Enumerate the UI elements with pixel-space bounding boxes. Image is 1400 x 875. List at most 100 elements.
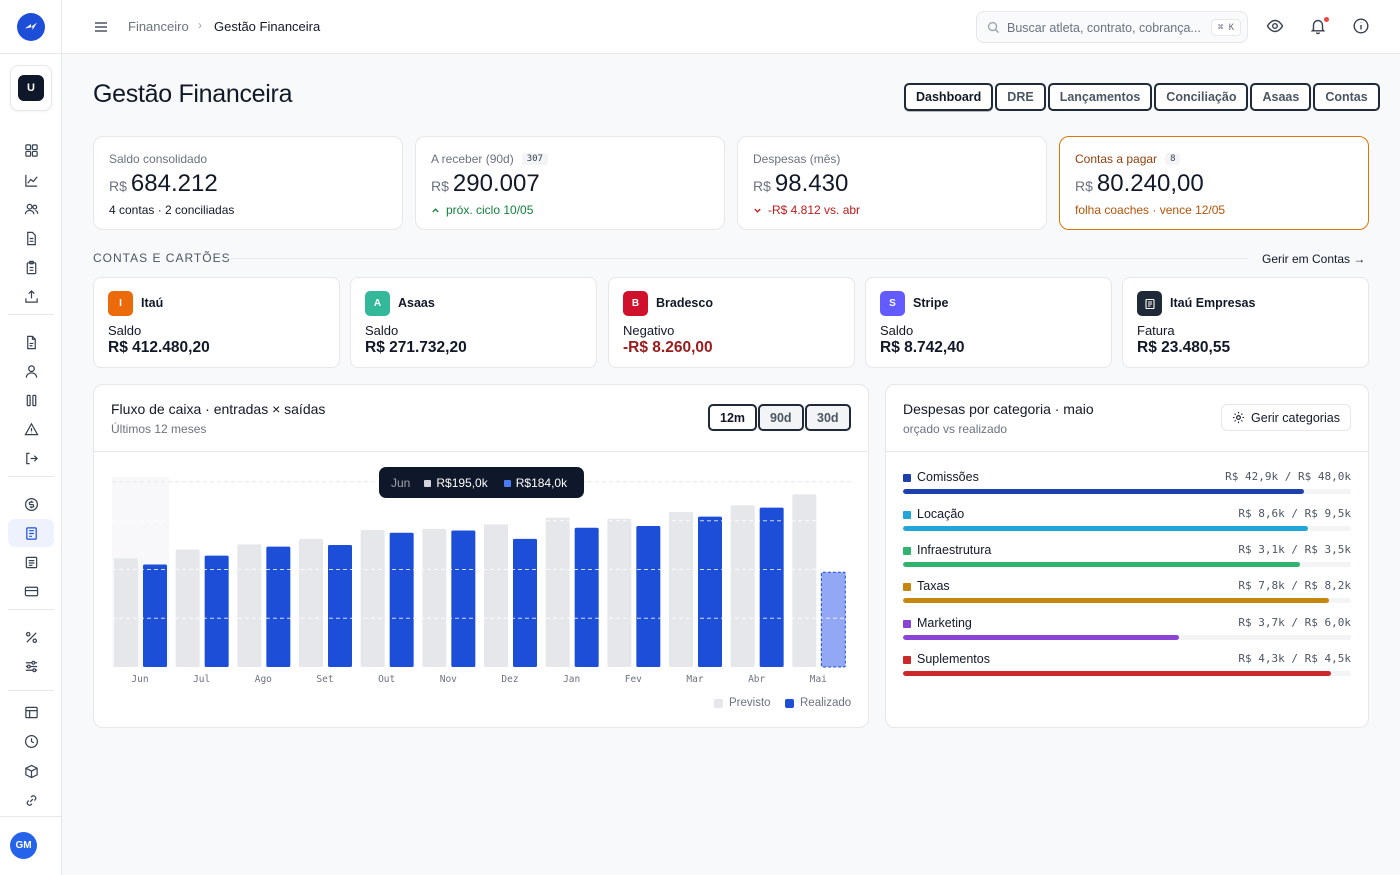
bar-previsto[interactable] [422,528,447,667]
kpi-sub: próx. ciclo 10/05 [446,203,534,217]
breadcrumb-current: Gestão Financeira [214,19,321,34]
category-name: Locação [917,507,965,521]
clock-icon[interactable] [8,727,54,755]
tab-dashboard[interactable]: Dashboard [904,83,994,111]
bar-previsto[interactable] [669,512,693,667]
bar-previsto[interactable] [792,494,817,667]
categories-title: Despesas por categoria · maio [903,401,1094,417]
kpi-value-row: R$ 98.430 [753,170,848,198]
kpi-label: Contas a pagar [1075,152,1158,166]
account-name: Stripe [913,296,949,310]
users-icon[interactable] [8,195,54,223]
tab-contas[interactable]: Contas [1313,83,1380,111]
bar-realizado[interactable] [451,530,476,668]
bar-realizado-projected[interactable] [820,571,846,668]
bar-realizado[interactable] [636,526,661,667]
upload-icon[interactable] [8,282,54,310]
account-card[interactable]: A Asaas Saldo R$ 271.732,20 [350,277,597,368]
range-12m-button[interactable]: 12m [708,404,758,431]
percent-icon[interactable] [8,623,54,651]
bar-realizado[interactable] [328,544,352,667]
bar-previsto[interactable] [607,518,632,667]
x-tick-label: Out [378,674,395,685]
range-30d-button[interactable]: 30d [805,404,851,431]
table-icon[interactable] [8,698,54,726]
kpi-currency: R$ [1075,178,1093,194]
bar-previsto[interactable] [237,544,262,667]
dollar-circle-icon[interactable] [8,490,54,518]
user-avatar[interactable]: GM [10,832,37,859]
account-logo: I [108,291,133,316]
category-value: R$ 7,8k / R$ 8,2k [1238,579,1351,592]
eye-icon[interactable] [1266,17,1284,35]
credit-card-icon[interactable] [8,577,54,605]
kpi-badge: 307 [521,153,548,165]
bar-realizado[interactable] [574,527,599,667]
sliders-icon[interactable] [8,652,54,680]
category-row: Taxas R$ 7,8k / R$ 8,2k [903,578,1351,608]
line-chart-icon[interactable] [8,166,54,194]
grid-icon[interactable] [8,136,54,164]
bell-icon[interactable] [1309,17,1327,35]
receipt-icon[interactable] [8,519,54,547]
account-card[interactable]: S Stripe Saldo R$ 8.742,40 [865,277,1112,368]
account-card[interactable]: I Itaú Saldo R$ 412.480,20 [93,277,340,368]
kpi-contas-a-pagar[interactable]: Contas a pagar 8 R$ 80.240,00 folha coache… [1059,136,1369,230]
kpi-value-row: R$ 684.212 [109,170,218,198]
bar-realizado[interactable] [266,546,291,667]
category-swatch [903,547,911,555]
bar-previsto[interactable] [299,538,323,667]
bar-realizado[interactable] [204,555,229,667]
category-progress-fill [903,489,1304,494]
box-icon[interactable] [8,757,54,785]
bar-realizado[interactable] [513,538,537,667]
bar-previsto[interactable] [545,517,570,667]
tab-lancamentos[interactable]: Lançamentos [1047,83,1153,111]
manage-categories-button[interactable]: Gerir categorias [1221,404,1351,431]
bar-realizado[interactable] [698,516,722,667]
org-switcher[interactable]: U [10,65,52,111]
alert-triangle-icon[interactable] [8,415,54,443]
breadcrumb-parent[interactable]: Financeiro [128,19,189,34]
app-logo[interactable] [17,13,45,41]
account-balance-label: Saldo [108,323,142,338]
category-name: Taxas [917,579,950,593]
kpi-saldo-consolidado: Saldo consolidado R$ 684.212 4 contas · 2… [93,136,403,230]
category-row: Marketing R$ 3,7k / R$ 6,0k [903,615,1351,645]
range-90d-button[interactable]: 90d [758,404,804,431]
kpi-value: 98.430 [774,170,849,197]
logout-icon[interactable] [8,444,54,472]
bar-previsto[interactable] [175,549,200,667]
file-text-icon[interactable] [8,224,54,252]
manage-accounts-link[interactable]: Gerir em Contas → [1262,252,1366,266]
tab-dre[interactable]: DRE [995,83,1046,111]
search-box[interactable]: ⌘ K [976,11,1248,43]
columns-icon[interactable] [8,386,54,414]
kpi-a-receber: A receber (90d) 307 R$ 290.007 próx. ciclo… [415,136,725,230]
search-input[interactable] [1007,18,1207,38]
tab-conciliacao[interactable]: Conciliação [1154,83,1249,111]
user-icon[interactable] [8,357,54,385]
kpi-badge: 8 [1165,153,1181,165]
bar-realizado[interactable] [389,532,414,667]
info-icon[interactable] [1352,17,1370,35]
bar-previsto[interactable] [360,529,385,667]
link-icon[interactable] [8,786,54,814]
menu-icon[interactable] [92,18,110,36]
account-card[interactable]: B Bradesco Negativo -R$ 8.260,00 [608,277,855,368]
bar-previsto[interactable] [484,524,508,667]
account-card[interactable]: Itaú Empresas Fatura R$ 23.480,55 [1122,277,1369,368]
x-tick-label: Nov [440,674,457,685]
bar-previsto[interactable] [114,558,138,667]
tab-asaas[interactable]: Asaas [1250,83,1312,111]
list-icon[interactable] [8,548,54,576]
kpi-currency: R$ [431,178,449,194]
bar-previsto[interactable] [730,505,755,667]
panel-divider [886,451,1368,452]
card-statement-icon [1137,291,1162,316]
bar-realizado[interactable] [759,507,784,667]
document-icon[interactable] [8,328,54,356]
kpi-value-row: R$ 290.007 [431,170,540,198]
clipboard-icon[interactable] [8,253,54,281]
bar-realizado[interactable] [143,564,167,667]
